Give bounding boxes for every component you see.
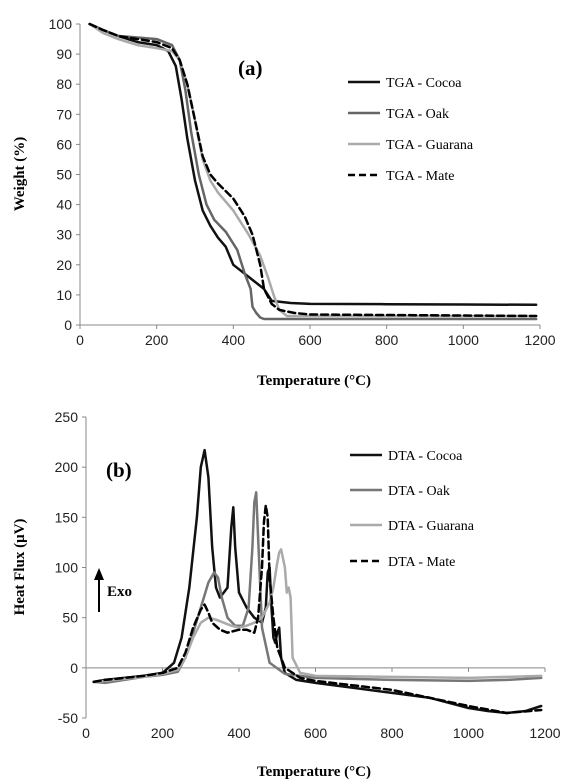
dta-y-tick-label: -50 — [58, 710, 78, 726]
tga-y-tick-label: 20 — [56, 257, 72, 273]
legend-label-dta-mate: DTA - Mate — [388, 555, 455, 570]
dta-x-tick-label: 1200 — [529, 725, 560, 741]
tga-series-group — [88, 22, 538, 321]
panel-a-label: (a) — [238, 56, 263, 80]
tga-ticks: 0 200 400 600 800 1000 1200 0 10 20 30 40 50 60 70 80 90… — [49, 16, 556, 348]
tga-y-axis-title: Weight (%) — [12, 137, 28, 212]
legend-label-dta-cocoa: DTA - Cocoa — [388, 449, 463, 464]
dta-y-tick-label: 0 — [70, 660, 78, 676]
legend-label-dta-oak: DTA - Oak — [388, 484, 450, 499]
tga-y-tick-label: 70 — [56, 106, 72, 122]
dta-x-tick-label: 600 — [304, 725, 328, 741]
tga-y-tick-label: 100 — [49, 16, 73, 32]
legend-label-tga-cocoa: TGA - Cocoa — [386, 76, 462, 91]
tga-x-tick-label: 400 — [222, 332, 246, 348]
dta-x-tick-label: 1000 — [453, 725, 484, 741]
tga-y-tick-label: 40 — [56, 197, 72, 213]
tga-y-tick-label: 0 — [64, 317, 72, 333]
dta-legend: DTA - Cocoa DTA - Oak DTA - Guarana DTA … — [350, 449, 475, 570]
dta-x-tick-label: 800 — [380, 725, 404, 741]
dta-x-axis-title: Temperature (°C) — [257, 764, 371, 780]
tga-y-tick-label: 60 — [56, 136, 72, 152]
tga-x-tick-label: 200 — [145, 332, 169, 348]
dta-panel: (b) Temperature (°C) Heat Flux (μV) Exo … — [12, 409, 561, 780]
tga-y-tick-label: 30 — [56, 227, 72, 243]
exo-arrow — [94, 568, 104, 612]
tga-x-tick-label: 1200 — [524, 332, 555, 348]
tga-x-axis-title: Temperature (°C) — [257, 373, 371, 389]
tga-x-tick-label: 600 — [298, 332, 322, 348]
dta-y-tick-label: 200 — [55, 459, 79, 475]
dta-x-tick-label: 200 — [151, 725, 175, 741]
exo-arrow-head — [94, 568, 104, 580]
dta-x-tick-label: 0 — [82, 725, 90, 741]
tga-x-tick-label: 800 — [375, 332, 399, 348]
series-line-dta-mate — [92, 504, 543, 715]
tga-y-tick-label: 90 — [56, 46, 72, 62]
dta-y-tick-label: 150 — [55, 509, 79, 525]
legend-label-tga-guarana: TGA - Guarana — [386, 138, 474, 153]
series-line-tga-cocoa — [88, 22, 538, 307]
legend-label-tga-mate: TGA - Mate — [386, 169, 454, 184]
series-line-dta-cocoa — [92, 448, 543, 715]
exo-annotation: Exo — [107, 584, 132, 600]
dta-y-tick-label: 250 — [55, 409, 79, 425]
dta-y-tick-label: 100 — [55, 560, 79, 576]
tga-y-tick-label: 80 — [56, 76, 72, 92]
tga-y-tick-label: 10 — [56, 287, 72, 303]
series-line-dta-oak — [92, 491, 543, 685]
tga-x-tick-label: 1000 — [448, 332, 479, 348]
series-line-tga-oak — [88, 22, 538, 321]
series-line-dta-guarana — [92, 548, 543, 684]
panel-b-label: (b) — [106, 458, 132, 482]
dta-y-tick-label: 50 — [62, 610, 78, 626]
dta-series-group — [92, 448, 543, 715]
series-line-tga-mate — [88, 22, 538, 318]
dta-y-axis-title: Heat Flux (μV) — [12, 519, 28, 616]
tga-y-tick-label: 50 — [56, 167, 72, 183]
legend-label-tga-oak: TGA - Oak — [386, 107, 449, 122]
tga-legend: TGA - Cocoa TGA - Oak TGA - Guarana TGA … — [348, 76, 474, 184]
dta-x-tick-label: 400 — [227, 725, 251, 741]
series-line-tga-guarana — [88, 22, 538, 318]
legend-label-dta-guarana: DTA - Guarana — [388, 519, 475, 534]
tga-panel: (a) Temperature (°C) Weight (%) 0 200 400 6… — [12, 16, 556, 389]
tga-x-tick-label: 0 — [76, 332, 84, 348]
